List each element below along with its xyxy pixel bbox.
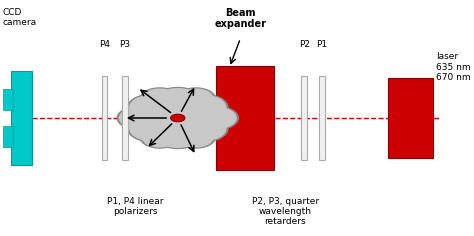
Circle shape	[179, 116, 226, 141]
Circle shape	[128, 94, 179, 121]
Circle shape	[171, 114, 185, 122]
Circle shape	[179, 89, 213, 107]
Circle shape	[157, 126, 198, 147]
Circle shape	[130, 116, 176, 141]
Circle shape	[176, 128, 215, 148]
FancyBboxPatch shape	[389, 78, 433, 158]
Circle shape	[130, 95, 176, 120]
Circle shape	[177, 94, 228, 121]
Circle shape	[143, 129, 177, 147]
Circle shape	[146, 101, 210, 135]
FancyBboxPatch shape	[3, 126, 13, 147]
Circle shape	[179, 95, 226, 120]
Circle shape	[119, 107, 160, 129]
Circle shape	[177, 115, 228, 142]
Text: P2, P3, quarter
wavelength
retarders: P2, P3, quarter wavelength retarders	[252, 197, 319, 226]
Circle shape	[179, 129, 213, 147]
Text: P2: P2	[299, 40, 310, 49]
Text: CCD
camera: CCD camera	[3, 8, 37, 27]
Text: P4: P4	[99, 40, 110, 49]
Circle shape	[117, 106, 162, 130]
Circle shape	[193, 106, 238, 130]
Circle shape	[141, 128, 179, 148]
Text: Beam
expander: Beam expander	[215, 8, 266, 29]
FancyBboxPatch shape	[301, 76, 307, 160]
FancyBboxPatch shape	[319, 76, 325, 160]
Text: laser
635 nm
670 nm: laser 635 nm 670 nm	[437, 52, 471, 82]
Circle shape	[155, 88, 200, 111]
Circle shape	[128, 115, 179, 142]
Circle shape	[155, 125, 200, 148]
Circle shape	[157, 89, 198, 110]
Text: P3: P3	[119, 40, 130, 49]
Circle shape	[196, 107, 236, 129]
Text: P1: P1	[317, 40, 328, 49]
FancyBboxPatch shape	[101, 76, 108, 160]
Circle shape	[143, 89, 177, 107]
Circle shape	[176, 88, 215, 108]
FancyBboxPatch shape	[122, 76, 128, 160]
FancyBboxPatch shape	[10, 71, 32, 165]
Circle shape	[141, 88, 179, 108]
FancyBboxPatch shape	[3, 89, 13, 110]
Circle shape	[143, 100, 212, 136]
Text: P1, P4 linear
polarizers: P1, P4 linear polarizers	[107, 197, 164, 216]
FancyBboxPatch shape	[216, 66, 274, 170]
